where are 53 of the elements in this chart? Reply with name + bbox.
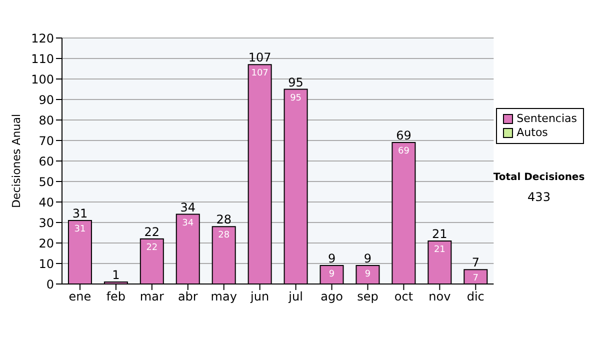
y-tick-label: 70 — [38, 134, 54, 148]
total-label: 21 — [432, 226, 448, 241]
data-label: 107 — [251, 68, 268, 79]
total-label: 31 — [72, 206, 88, 220]
data-label: 31 — [74, 224, 86, 234]
y-tick-label: 120 — [31, 31, 54, 46]
y-tick-label: 40 — [38, 195, 54, 210]
x-tick-label: oct — [394, 290, 414, 304]
y-tick-label: 30 — [38, 216, 54, 230]
total-label: 7 — [472, 256, 480, 270]
x-tick-label: mar — [140, 290, 164, 304]
x-tick-label: ene — [68, 290, 92, 304]
x-tick-label: dic — [466, 290, 484, 304]
legend-label: Autos — [516, 126, 549, 140]
y-tick-label: 110 — [31, 52, 54, 66]
total-label: 69 — [396, 128, 412, 143]
total-label: 95 — [288, 75, 304, 90]
y-tick-label: 0 — [46, 277, 54, 292]
total-label: 107 — [248, 50, 272, 65]
x-tick-label: jul — [288, 290, 303, 304]
total-label: 28 — [216, 212, 232, 227]
x-tick-label: abr — [178, 290, 198, 304]
x-tick-label: sep — [357, 290, 378, 304]
y-tick-label: 80 — [38, 113, 54, 128]
total-label: 22 — [144, 224, 160, 239]
x-tick-label: nov — [428, 290, 451, 304]
x-tick-label: ago — [320, 290, 343, 304]
x-tick-label: jun — [250, 290, 270, 304]
y-tick-label: 90 — [38, 92, 54, 107]
y-axis-title: Decisiones Anual — [10, 114, 23, 208]
data-label: 22 — [146, 242, 158, 253]
data-label: 34 — [182, 218, 194, 228]
y-tick-label: 100 — [31, 72, 54, 86]
data-label: 21 — [434, 244, 446, 255]
data-label: 9 — [328, 270, 335, 280]
data-label: 28 — [218, 230, 230, 241]
total-label: 9 — [364, 252, 372, 266]
data-label: 9 — [364, 270, 371, 280]
y-tick-label: 60 — [38, 154, 54, 168]
data-label: 69 — [398, 146, 410, 157]
legend-label: Sentencias — [516, 112, 577, 126]
y-tick-label: 10 — [38, 256, 54, 271]
total-label: 1 — [112, 268, 120, 282]
x-tick-label: may — [210, 290, 237, 304]
data-label: 7 — [472, 274, 479, 284]
total-label: 34 — [180, 200, 196, 214]
annotation: Total Decisiones — [492, 172, 586, 183]
y-tick-label: 20 — [38, 236, 54, 250]
y-tick-label: 50 — [38, 174, 54, 189]
text: 433 — [526, 190, 552, 204]
data-label: 95 — [290, 93, 302, 104]
total-label: 9 — [328, 252, 336, 266]
x-tick-label: feb — [106, 290, 126, 304]
